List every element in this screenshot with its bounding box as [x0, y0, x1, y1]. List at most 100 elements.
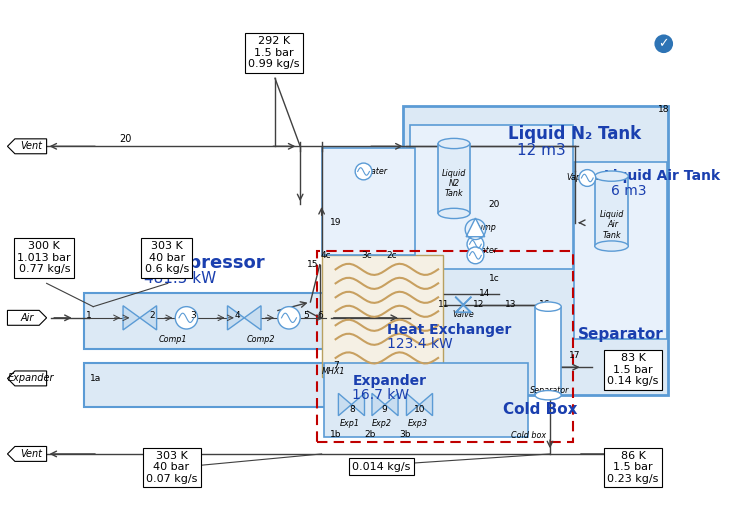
Bar — [438, 143, 470, 214]
Text: MHX1: MHX1 — [322, 367, 346, 376]
Text: 2c: 2c — [386, 251, 397, 260]
Bar — [535, 307, 561, 395]
Bar — [595, 176, 628, 246]
Text: 2: 2 — [149, 312, 154, 320]
Ellipse shape — [535, 391, 561, 400]
Circle shape — [467, 247, 484, 264]
Text: Exp3: Exp3 — [408, 419, 427, 428]
Text: Valve: Valve — [452, 309, 474, 319]
Text: Liquid
N2
Tank: Liquid N2 Tank — [442, 169, 466, 199]
Polygon shape — [466, 218, 485, 237]
Text: 16: 16 — [539, 300, 550, 309]
Text: Cold box: Cold box — [511, 431, 546, 440]
Text: Air: Air — [20, 313, 34, 323]
Bar — [321, 148, 415, 255]
Text: 16.7 kW: 16.7 kW — [352, 388, 409, 402]
Text: 5: 5 — [303, 312, 309, 320]
Polygon shape — [228, 306, 244, 330]
Text: 12: 12 — [473, 300, 484, 309]
Text: ✓: ✓ — [659, 38, 669, 50]
Circle shape — [654, 34, 673, 53]
Text: 6 m3: 6 m3 — [610, 184, 646, 198]
Text: Expander: Expander — [352, 374, 426, 388]
Text: 6: 6 — [317, 312, 323, 320]
Polygon shape — [419, 393, 433, 416]
Circle shape — [355, 163, 372, 180]
Text: Liquid
Air
Tank: Liquid Air Tank — [600, 210, 624, 240]
Polygon shape — [140, 306, 157, 330]
Text: 20: 20 — [488, 200, 500, 208]
Text: Separator: Separator — [530, 386, 569, 395]
Text: 18: 18 — [658, 105, 670, 115]
Text: 1: 1 — [86, 312, 92, 320]
Text: 292 K
1.5 bar
0.99 kg/s: 292 K 1.5 bar 0.99 kg/s — [248, 36, 300, 69]
Text: 11: 11 — [438, 300, 449, 309]
Ellipse shape — [535, 302, 561, 312]
Text: Cold Box: Cold Box — [504, 402, 578, 417]
Text: Liquid Air Tank: Liquid Air Tank — [604, 169, 720, 183]
Text: 300 K
1.013 bar
0.77 kg/s: 300 K 1.013 bar 0.77 kg/s — [18, 241, 71, 274]
Polygon shape — [244, 306, 261, 330]
Polygon shape — [7, 371, 47, 386]
Text: 123.4 kW: 123.4 kW — [387, 337, 452, 351]
Text: Vaporizer: Vaporizer — [567, 173, 605, 182]
Text: 20: 20 — [119, 134, 132, 144]
Text: 17: 17 — [569, 351, 581, 359]
Text: 15: 15 — [307, 260, 318, 269]
Text: 12 m3: 12 m3 — [518, 143, 566, 158]
Text: 4: 4 — [235, 312, 241, 320]
Circle shape — [175, 307, 198, 329]
Text: 303 K
40 bar
0.6 kg/s: 303 K 40 bar 0.6 kg/s — [145, 241, 189, 274]
Text: 13: 13 — [505, 300, 517, 309]
Text: Comp2: Comp2 — [247, 335, 275, 344]
Polygon shape — [406, 393, 419, 416]
Text: 1c: 1c — [489, 274, 499, 283]
Text: Vent: Vent — [20, 141, 42, 151]
Text: 19: 19 — [330, 218, 341, 227]
Bar — [84, 363, 326, 407]
Bar — [321, 255, 443, 377]
Ellipse shape — [595, 241, 628, 251]
Polygon shape — [385, 393, 398, 416]
Text: 2b: 2b — [365, 430, 376, 439]
Bar — [324, 363, 528, 437]
Ellipse shape — [438, 139, 470, 148]
Text: 83 K
1.5 bar
0.14 kg/s: 83 K 1.5 bar 0.14 kg/s — [608, 353, 659, 386]
Polygon shape — [123, 306, 140, 330]
Text: 9: 9 — [381, 405, 387, 414]
Polygon shape — [7, 311, 47, 325]
Bar — [403, 106, 668, 395]
Text: Expander: Expander — [7, 374, 54, 383]
Polygon shape — [7, 139, 47, 154]
Polygon shape — [351, 393, 365, 416]
Text: 7: 7 — [333, 361, 338, 370]
Text: 10: 10 — [414, 405, 425, 414]
Polygon shape — [338, 393, 351, 416]
Polygon shape — [7, 446, 47, 462]
Text: 1a: 1a — [90, 374, 102, 383]
Bar — [84, 293, 329, 349]
Ellipse shape — [595, 171, 628, 181]
Text: Heater: Heater — [471, 246, 498, 255]
Polygon shape — [372, 393, 385, 416]
Text: Vent: Vent — [20, 449, 42, 459]
Text: 3b: 3b — [400, 430, 411, 439]
Bar — [410, 125, 573, 269]
Text: Heater: Heater — [362, 167, 388, 176]
Text: Heat Exchanger: Heat Exchanger — [387, 323, 511, 337]
Ellipse shape — [438, 208, 470, 218]
Text: 303 K
40 bar
0.07 kg/s: 303 K 40 bar 0.07 kg/s — [146, 451, 197, 484]
Text: 14: 14 — [479, 289, 490, 298]
Text: 4c: 4c — [321, 251, 332, 260]
Text: Exp1: Exp1 — [340, 419, 359, 428]
Circle shape — [278, 307, 300, 329]
Text: Liquid N₂ Tank: Liquid N₂ Tank — [508, 125, 641, 143]
Text: Comp1: Comp1 — [158, 335, 187, 344]
Text: Compressor: Compressor — [144, 254, 265, 272]
Text: Separator: Separator — [578, 327, 664, 342]
Circle shape — [467, 236, 484, 253]
Text: 8: 8 — [349, 405, 355, 414]
Text: 86 K
1.5 bar
0.23 kg/s: 86 K 1.5 bar 0.23 kg/s — [608, 451, 659, 484]
Text: 3: 3 — [190, 312, 196, 320]
Text: Exp2: Exp2 — [372, 419, 392, 428]
